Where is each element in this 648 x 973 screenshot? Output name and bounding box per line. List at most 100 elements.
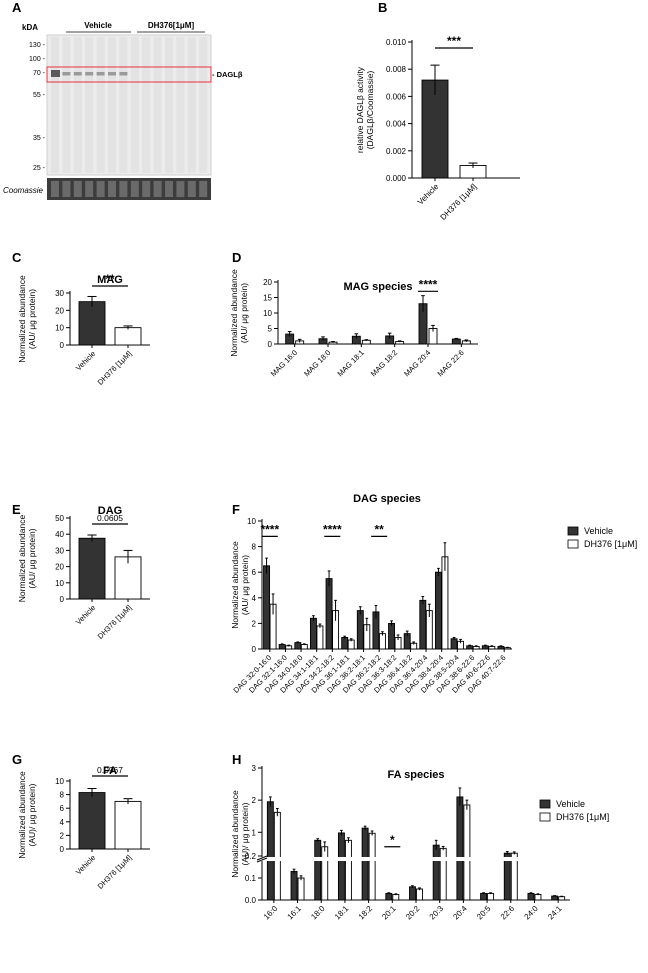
significance-label: 0.0605 [97, 513, 123, 523]
y-tick-label: 0.000 [386, 174, 407, 183]
y-tick-label: 2 [60, 831, 65, 840]
blot-lane [73, 37, 82, 173]
blot-lane [176, 37, 185, 173]
y-tick-label: 8 [252, 543, 257, 552]
coomassie-lane [153, 181, 162, 197]
y-tick-label: 0.002 [386, 147, 407, 156]
significance-label: ** [375, 522, 385, 536]
blot-lane [119, 37, 128, 173]
y-tick-label: 0 [268, 340, 273, 349]
blot-lane [85, 37, 94, 173]
y-tick-label: 3 [252, 764, 257, 773]
kda-label: kDA [22, 23, 38, 32]
blot-lane [153, 37, 162, 173]
y-tick-label: 50 [55, 514, 64, 523]
x-tick-label: DH376 [1μM] [439, 182, 479, 222]
y-axis-label: (AU/ μg protein) [27, 528, 37, 588]
x-tick-label: DH376 [1μM] [96, 853, 134, 891]
y-axis-label: (AU/ μg protein) [27, 289, 37, 349]
bar [551, 895, 559, 901]
blot-lane [130, 37, 139, 173]
y-tick-label: 10 [55, 579, 64, 588]
blot-lane [62, 37, 71, 173]
axis-break-mark [256, 855, 268, 861]
bar [114, 327, 142, 346]
bar [314, 839, 322, 901]
significance-label: **** [260, 522, 279, 536]
bar [388, 622, 396, 650]
bar [368, 832, 376, 901]
x-tick-label: 24:1 [546, 904, 564, 922]
bar [421, 79, 449, 179]
y-tick-label: 4 [252, 594, 257, 603]
panel-label-H: H [232, 752, 241, 767]
y-tick-label: 5 [268, 325, 273, 334]
y-axis-label: Normalized abundance [17, 275, 27, 363]
bar [534, 894, 542, 901]
panel-label-F: F [232, 502, 240, 517]
y-axis-label: (DAGLβ/Coomassie) [365, 71, 375, 150]
legend-swatch-dh376 [539, 812, 551, 822]
y-tick-label: 10 [55, 324, 64, 333]
legend-label: Vehicle [556, 799, 585, 809]
y-tick-label: 0.008 [386, 65, 407, 74]
coomassie-lane [187, 181, 196, 197]
y-tick-label: 0.0 [245, 896, 257, 905]
x-tick-label: 18:2 [357, 904, 375, 922]
legend-swatch-vehicle [567, 526, 579, 536]
y-tick-label: 2 [252, 619, 257, 628]
panel-label-E: E [12, 502, 21, 517]
y-tick-label: 20 [263, 278, 272, 287]
x-tick-label: 18:0 [309, 904, 327, 922]
bar [439, 847, 447, 901]
bar [456, 796, 464, 901]
bar [294, 642, 302, 650]
x-tick-label: MAG 22:6 [436, 348, 466, 378]
y-axis-label: (AU)/ μg protein) [240, 802, 250, 865]
y-tick-label: 6 [252, 568, 257, 577]
bar [290, 870, 298, 901]
significance-label: **** [323, 522, 342, 536]
coomassie-lane [130, 181, 139, 197]
dagl-band [62, 72, 71, 76]
x-tick-label: DH376 [1μM] [96, 603, 134, 641]
x-tick-label: 20:4 [451, 904, 469, 922]
chart-title: FA species [387, 769, 444, 781]
chart-title: DAG [98, 505, 122, 517]
y-tick-label: 1 [252, 828, 257, 837]
coomassie-lane [165, 181, 173, 197]
dagl-band [119, 72, 128, 76]
lane-group-label: DH376[1μM] [148, 21, 195, 30]
axis-break-mark [256, 857, 268, 863]
bar [487, 892, 495, 901]
coomassie-lane [199, 181, 208, 197]
marker-label: 100 - [29, 56, 46, 63]
bar [409, 886, 416, 901]
x-tick-label: DH376 [1μM] [96, 349, 134, 387]
y-tick-label: 0 [252, 645, 257, 654]
panel-label-A: A [12, 0, 22, 15]
bar [347, 639, 355, 650]
dagl-band [85, 72, 94, 76]
bar [434, 571, 442, 650]
x-tick-label: MAG 20:4 [402, 348, 432, 378]
marker-label: 35 - [33, 135, 46, 142]
panel-label-G: G [12, 752, 22, 767]
bar [419, 599, 427, 650]
y-axis-label: Normalized abundance [17, 771, 27, 859]
coomassie-strip [47, 178, 211, 200]
band-label: - DAGLβ [212, 70, 243, 79]
bar [558, 896, 566, 901]
x-tick-label: Vehicle [74, 349, 97, 372]
bar [263, 565, 271, 650]
blot-lane [96, 37, 105, 173]
y-axis-label: Normalized abundance [230, 790, 240, 878]
x-tick-label: 20:3 [428, 904, 446, 922]
lane-group-label: Vehicle [84, 21, 112, 30]
y-tick-label: 40 [55, 530, 64, 539]
x-tick-label: 20:1 [380, 904, 398, 922]
dagl-band [73, 72, 82, 76]
x-tick-label: Vehicle [416, 182, 441, 207]
coomassie-lane [108, 181, 116, 197]
legend-label: DH376 [1μM] [584, 539, 637, 549]
